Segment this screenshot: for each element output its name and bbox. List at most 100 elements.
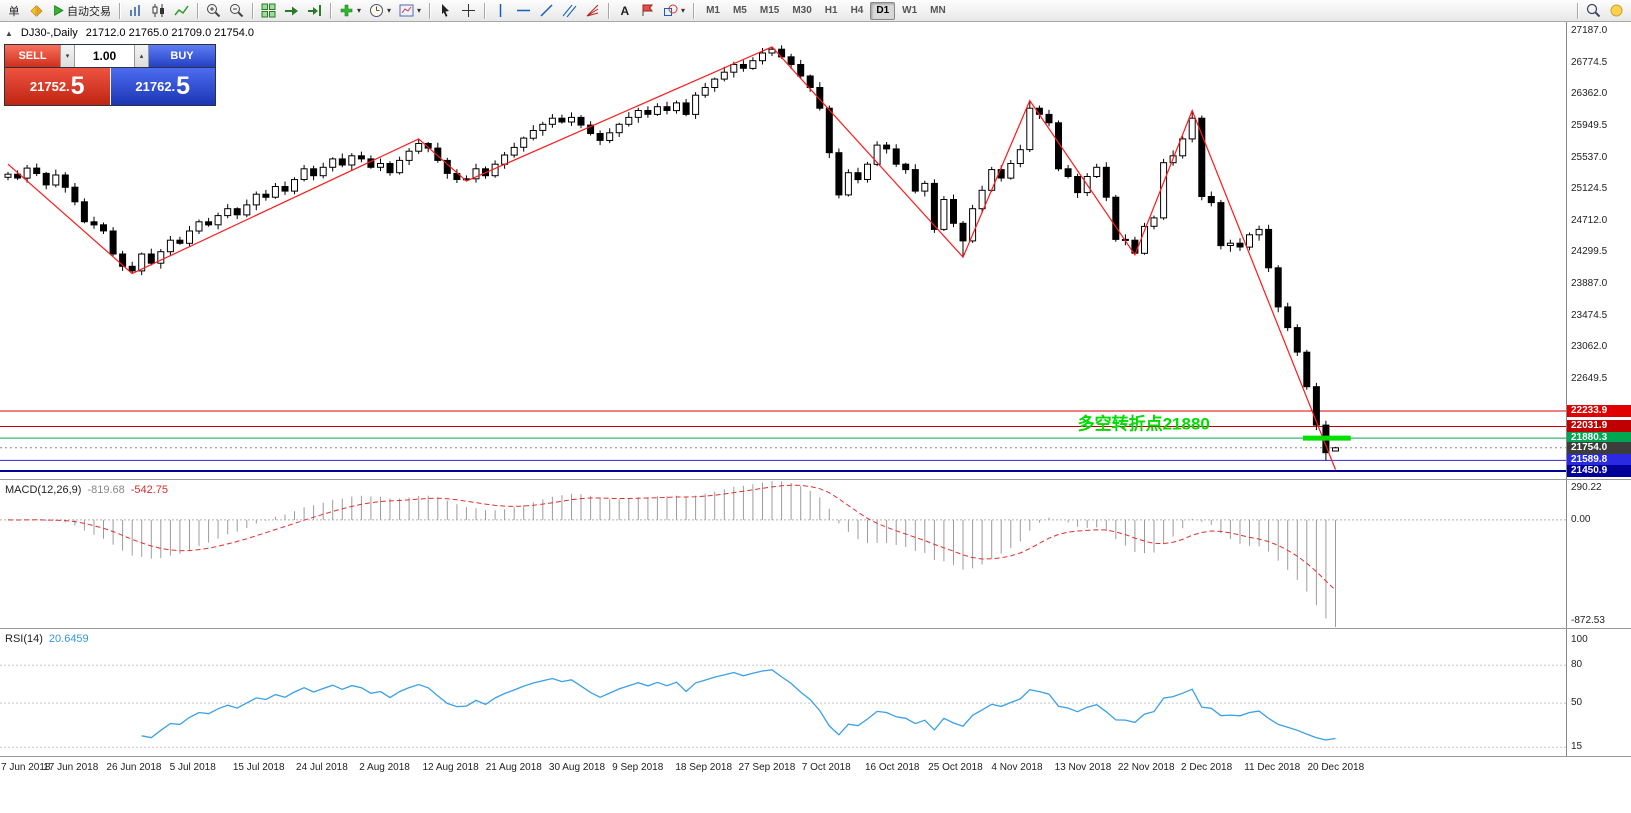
periods-button[interactable]: ▾ xyxy=(365,1,395,21)
timeframe-h4[interactable]: H4 xyxy=(845,2,870,20)
price-tick-26362.0: 26362.0 xyxy=(1571,88,1608,100)
clock-icon xyxy=(370,4,384,17)
fibonacci-button[interactable] xyxy=(581,1,604,21)
candlestick-chart-button[interactable] xyxy=(147,1,170,21)
macd-main-value: -819.68 xyxy=(87,484,125,496)
toolbar-separator xyxy=(693,2,695,19)
buy-price-main: 21762. xyxy=(135,79,176,94)
zoom-out-button[interactable] xyxy=(225,1,248,21)
crosshair-button[interactable] xyxy=(457,1,480,21)
price-tick-24299.5: 24299.5 xyxy=(1571,246,1608,258)
buy-price-display[interactable]: 21762. 5 xyxy=(110,68,215,105)
price-tag-22233.9: 22233.9 xyxy=(1567,404,1631,417)
timeframe-d1[interactable]: D1 xyxy=(870,1,896,20)
horizontal-line-icon xyxy=(517,9,531,12)
price-tag-22031.9: 22031.9 xyxy=(1567,420,1631,433)
rsi-tick-15: 15 xyxy=(1571,741,1583,753)
cursor-icon xyxy=(442,4,450,17)
zigzag-line[interactable] xyxy=(7,46,1337,470)
price-tick-27187.0: 27187.0 xyxy=(1571,24,1608,36)
date-label: 30 Aug 2018 xyxy=(548,762,606,773)
chart-header: ▲ DJ30-,Daily 21712.0 21765.0 21709.0 21… xyxy=(5,27,254,39)
date-label: 24 Jul 2018 xyxy=(296,762,348,773)
shapes-icon xyxy=(664,4,678,16)
panel-separator-rsi[interactable] xyxy=(0,628,1631,629)
community-button[interactable] xyxy=(1605,1,1628,21)
timeframe-m1[interactable]: M1 xyxy=(700,2,726,20)
new-order-label: 单 xyxy=(8,5,20,18)
timeframe-mn[interactable]: MN xyxy=(924,2,952,20)
timeframe-m15[interactable]: M15 xyxy=(754,2,785,20)
price-chart-canvas[interactable]: 多空转折点21880 xyxy=(0,0,1566,813)
lot-increase-button[interactable]: ▴ xyxy=(134,45,149,67)
order-arrows-button[interactable] xyxy=(25,1,48,21)
autotrading-label: 自动交易 xyxy=(67,5,111,18)
trendline-icon xyxy=(540,4,553,17)
sell-button[interactable]: SELL xyxy=(5,45,60,67)
fibonacci-icon xyxy=(586,4,599,17)
templates-button[interactable]: ▾ xyxy=(395,1,425,21)
auto-scroll-button[interactable] xyxy=(280,1,303,21)
zoom-out-icon xyxy=(230,4,244,18)
date-label: 5 Jul 2018 xyxy=(169,762,216,773)
date-label: 25 Oct 2018 xyxy=(928,762,983,773)
channel-button[interactable] xyxy=(558,1,581,21)
annotation-text[interactable]: 多空转折点21880 xyxy=(1078,414,1210,434)
shapes-button[interactable]: ▾ xyxy=(659,1,689,21)
time-axis[interactable]: 7 Jun 2018 17 Jun 2018 26 Jun 2018 5 Jul 20… xyxy=(0,757,1566,781)
new-order-button[interactable]: 单 xyxy=(3,1,25,21)
trendline-button[interactable] xyxy=(535,1,558,21)
timeframe-w1[interactable]: W1 xyxy=(896,2,923,20)
price-tag-21880.3: 21880.3 xyxy=(1567,432,1631,445)
timeframe-h1[interactable]: H1 xyxy=(819,2,844,20)
bear-candles xyxy=(14,48,1330,454)
date-label: 15 Jul 2018 xyxy=(232,762,285,773)
one-click-collapse-arrow[interactable]: ▲ xyxy=(5,28,13,38)
horizontal-line-button[interactable] xyxy=(512,1,535,21)
zoom-in-icon xyxy=(207,4,221,18)
timeframe-m5[interactable]: M5 xyxy=(727,2,753,20)
rsi-line xyxy=(141,669,1336,741)
lot-size-input[interactable]: 1.00 xyxy=(75,45,134,67)
indicators-button[interactable]: ▾ xyxy=(335,1,365,21)
price-tick-24712.0: 24712.0 xyxy=(1571,214,1608,226)
line-chart-button[interactable] xyxy=(170,1,193,21)
toolbar-separator xyxy=(330,2,331,19)
date-label: 13 Nov 2018 xyxy=(1054,762,1112,773)
bar-chart-icon xyxy=(130,5,140,16)
panel-separator-macd[interactable] xyxy=(0,479,1631,480)
date-label: 20 Dec 2018 xyxy=(1307,762,1365,773)
tile-windows-button[interactable] xyxy=(257,1,280,21)
bar-chart-button[interactable] xyxy=(124,1,147,21)
lot-decrease-button[interactable]: ▾ xyxy=(60,45,75,67)
chart-shift-button[interactable] xyxy=(303,1,326,21)
zoom-in-button[interactable] xyxy=(202,1,225,21)
svg-text:A: A xyxy=(621,4,630,18)
vertical-line-button[interactable] xyxy=(489,1,512,21)
time-axis-line xyxy=(0,756,1631,757)
sell-price-display[interactable]: 21752. 5 xyxy=(5,68,111,105)
label-tool-button[interactable] xyxy=(636,1,659,21)
macd-name: MACD(12,26,9) xyxy=(5,484,82,496)
price-tag-21450.9: 21450.9 xyxy=(1567,465,1631,478)
buy-button[interactable]: BUY xyxy=(149,45,215,67)
rsi-name: RSI(14) xyxy=(5,633,43,645)
toolbar-separator xyxy=(1577,2,1578,19)
timeframe-m30[interactable]: M30 xyxy=(786,2,817,20)
price-tick-23474.5: 23474.5 xyxy=(1571,309,1608,321)
template-icon xyxy=(399,4,414,17)
one-click-trading-widget: SELL ▾ 1.00 ▴ BUY 21752. 5 21762. 5 xyxy=(4,44,216,106)
text-tool-button[interactable]: A xyxy=(613,1,636,21)
current-price-tag: 21754.0 xyxy=(1567,441,1631,454)
date-label: 21 Aug 2018 xyxy=(485,762,542,773)
autotrading-button[interactable]: 自动交易 xyxy=(48,1,115,21)
date-label: 2 Dec 2018 xyxy=(1181,762,1233,773)
equidistant-channel-icon xyxy=(562,4,577,18)
crosshair-icon xyxy=(462,4,476,17)
cursor-button[interactable] xyxy=(434,1,457,21)
search-button[interactable] xyxy=(1582,1,1605,21)
flag-label-icon xyxy=(642,4,654,16)
order-arrows-icon xyxy=(30,5,43,17)
price-axis[interactable]: 27187.0 26774.5 26362.0 25949.5 25537.0 25124… xyxy=(1566,22,1631,757)
